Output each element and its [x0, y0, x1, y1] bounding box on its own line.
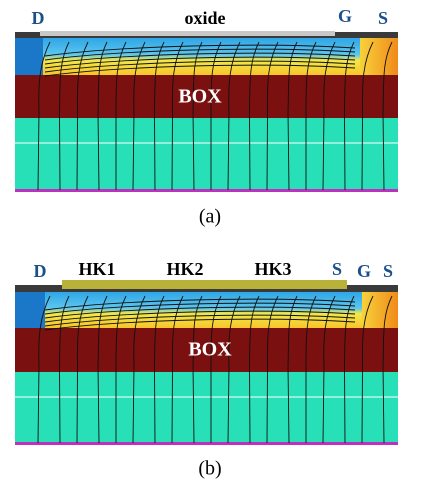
box-label: BOX: [188, 339, 232, 361]
field-line: [97, 41, 108, 191]
field-line: [210, 295, 222, 443]
field-line: [44, 44, 356, 57]
field-line: [192, 295, 203, 444]
field-line: [382, 41, 393, 191]
field-line: [361, 295, 374, 444]
field-line: [227, 41, 241, 191]
label: S: [383, 261, 393, 281]
field-line: [154, 41, 165, 191]
field-line: [44, 48, 356, 61]
panel-b: D HK1 HK2 HK3 S G S BOX (b): [15, 259, 398, 480]
field-line: [192, 41, 203, 191]
field-line: [154, 295, 165, 444]
field-line: [227, 295, 241, 444]
field-line: [361, 41, 374, 191]
field-line: [210, 41, 222, 190]
field-line: [287, 41, 298, 191]
caption: (b): [198, 458, 221, 480]
drain-region: [15, 292, 45, 328]
field-line: [37, 295, 51, 444]
field-line: [76, 41, 89, 191]
box-layer: [15, 75, 398, 118]
field-line: [76, 295, 89, 444]
field-line: [132, 41, 146, 191]
label: G: [338, 6, 352, 26]
field-line: [44, 298, 356, 311]
high-k-layer: [62, 280, 347, 289]
field-line: [382, 295, 393, 444]
field-line: [44, 52, 356, 65]
field-line: [305, 295, 317, 443]
field-line: [44, 302, 356, 315]
field-line: [132, 295, 146, 444]
caption: (a): [199, 206, 221, 228]
label: S: [378, 8, 388, 28]
field-line: [44, 314, 356, 327]
field-line: [37, 41, 51, 191]
label: oxide: [184, 8, 225, 28]
field-line: [171, 41, 184, 191]
box-layer: [15, 328, 398, 372]
field-line: [44, 56, 356, 69]
label: S: [332, 259, 342, 279]
field-line: [44, 306, 356, 319]
field-line: [322, 295, 336, 444]
field-line: [305, 41, 317, 190]
substrate: [15, 372, 398, 443]
field-line: [287, 295, 298, 444]
field-line: [44, 60, 356, 73]
label: HK3: [254, 259, 291, 279]
field-line: [171, 295, 184, 444]
field-line: [266, 295, 279, 444]
label: D: [34, 261, 47, 281]
label: HK1: [78, 259, 115, 279]
substrate: [15, 118, 398, 190]
gate-oxide: [40, 31, 335, 36]
label: D: [32, 8, 45, 28]
label: G: [357, 261, 371, 281]
panel-a: D oxide G S BOX (a): [15, 6, 398, 228]
source-region: [360, 38, 398, 75]
field-line: [344, 41, 355, 191]
field-line: [344, 295, 355, 444]
source-region: [362, 292, 398, 328]
field-line: [44, 64, 356, 77]
back-contact: [15, 442, 398, 445]
box-label: BOX: [178, 86, 222, 108]
field-line: [44, 318, 356, 331]
field-line: [322, 41, 336, 191]
back-contact: [15, 189, 398, 192]
label: HK2: [166, 259, 203, 279]
field-line: [59, 295, 70, 444]
field-line: [97, 295, 108, 444]
field-line: [59, 41, 70, 191]
drain-region: [15, 38, 43, 75]
field-line: [266, 41, 279, 191]
field-line: [44, 310, 356, 323]
